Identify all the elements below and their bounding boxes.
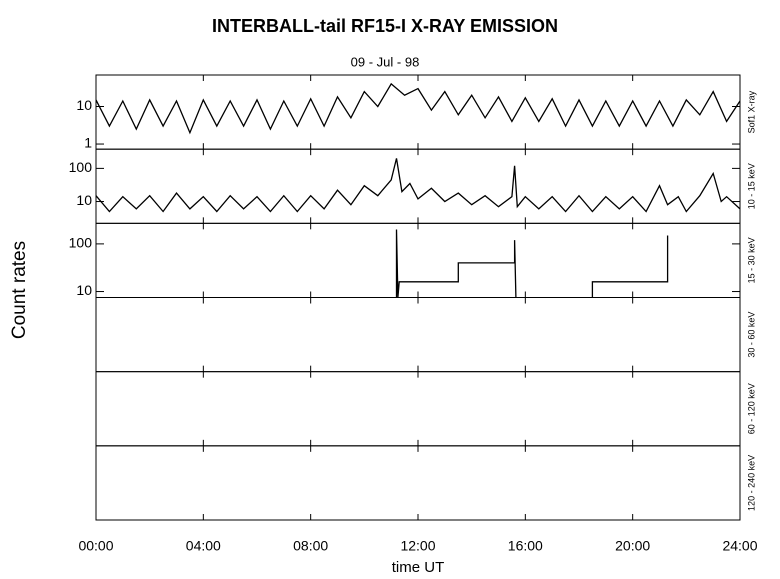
series-line	[395, 229, 669, 298]
y-tick-label: 100	[69, 159, 93, 175]
series-line	[95, 158, 741, 213]
series-line	[95, 82, 741, 135]
x-tick-label: 20:00	[615, 538, 650, 554]
panel-frame	[95, 371, 741, 447]
x-tick-label: 24:00	[722, 538, 757, 554]
chart-title: INTERBALL-tail RF15-I X-RAY EMISSION	[212, 16, 558, 36]
x-axis-label: time UT	[392, 559, 445, 576]
panel-label: 30 - 60 keV	[746, 312, 756, 358]
panel-frame	[95, 297, 741, 373]
x-tick-label: 12:00	[400, 538, 435, 554]
panel-label: 120 - 240 keV	[746, 455, 756, 511]
panel-frame	[95, 222, 741, 298]
chart-subtitle: 09 - Jul - 98	[351, 54, 420, 69]
panel-label: Sof1 X-ray	[746, 90, 756, 133]
y-tick-label: 100	[69, 235, 93, 251]
x-tick-label: 04:00	[186, 538, 221, 554]
panel-frame	[95, 74, 741, 150]
y-tick-label: 1	[84, 135, 92, 151]
panel-label: 15 - 30 keV	[746, 237, 756, 283]
x-tick-label: 00:00	[78, 538, 113, 554]
y-tick-label: 10	[76, 282, 92, 298]
panel-label: 60 - 120 keV	[746, 383, 756, 434]
y-axis-label: Count rates	[9, 241, 30, 339]
panel-frame	[95, 148, 741, 224]
y-tick-label: 10	[76, 97, 92, 113]
panel-label: 10 - 15 keV	[746, 163, 756, 209]
x-tick-label: 08:00	[293, 538, 328, 554]
y-tick-label: 10	[76, 192, 92, 208]
x-tick-label: 16:00	[508, 538, 543, 554]
panel-frame	[95, 445, 741, 521]
